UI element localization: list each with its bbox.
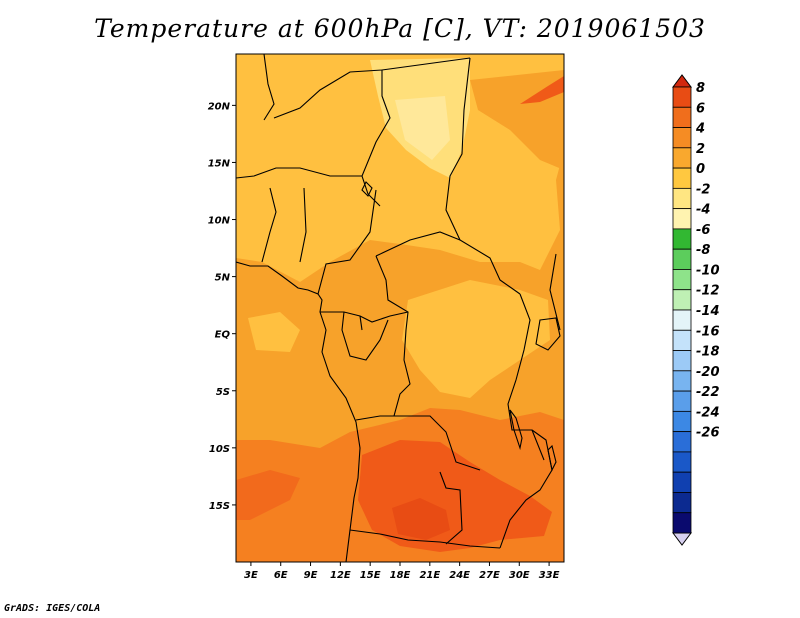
border-20 — [359, 315, 363, 331]
y-tick-label: 5S — [216, 387, 230, 398]
field-pale-yellow-2 — [395, 96, 450, 160]
border-10 — [375, 255, 409, 331]
map-boundaries — [236, 54, 561, 562]
x-tick-label: 30E — [509, 570, 530, 581]
colorbar-swatch — [672, 329, 692, 351]
lake-tanganyika — [509, 409, 523, 451]
lake-chad — [361, 181, 373, 197]
border-14 — [355, 415, 394, 421]
colorbar-label: -14 — [696, 304, 720, 319]
colorbar-swatch — [672, 106, 692, 128]
x-tick-label: 33E — [539, 570, 560, 581]
colorbar: 8 6 4 2 0 -2 -4 -6 -8 -10 -12 -14 -16 -18 -20 -22 -24 -26 — [672, 74, 720, 546]
x-tick-label: 15E — [360, 570, 381, 581]
colorbar-swatch — [672, 451, 692, 473]
field-west-light-patch — [248, 312, 300, 352]
border-15 — [349, 529, 501, 549]
lake-malawi — [547, 444, 557, 472]
y-axis: 20N 15N 10N 5N EQ 5S 10S 15S — [208, 101, 236, 512]
coastline-west — [236, 261, 361, 562]
temperature-field — [236, 54, 564, 562]
border-7 — [317, 189, 377, 295]
colorbar-label: -24 — [696, 405, 720, 420]
colorbar-label: -20 — [696, 365, 720, 380]
colorbar-swatch — [672, 350, 692, 372]
x-axis: 3E 6E 9E 12E 15E 18E 21E 24E 27E 30E 33E — [244, 562, 560, 581]
colorbar-label: -18 — [696, 345, 720, 360]
y-tick-label: 5N — [215, 273, 231, 284]
border-3 — [361, 70, 391, 207]
border-11 — [320, 311, 409, 323]
colorbar-label: -10 — [696, 263, 720, 278]
colorbar-label: -2 — [696, 182, 710, 197]
colorbar-swatch — [672, 512, 692, 534]
colorbar-swatch — [672, 86, 692, 108]
y-tick-label: EQ — [215, 330, 231, 341]
colorbar-label: 8 — [696, 81, 705, 96]
colorbar-label: -26 — [696, 426, 720, 441]
colorbar-label: 0 — [696, 162, 705, 177]
x-tick-label: 6E — [274, 570, 288, 581]
colorbar-label: -4 — [696, 203, 710, 218]
y-tick-label: 20N — [208, 101, 231, 112]
field-ne-hot — [520, 76, 564, 104]
x-tick-label: 24E — [449, 570, 470, 581]
colorbar-swatch — [672, 289, 692, 311]
y-tick-label: 15N — [208, 158, 231, 169]
colorbar-label: -8 — [696, 243, 710, 258]
colorbar-swatch — [672, 127, 692, 149]
colorbar-label: 6 — [696, 101, 705, 116]
field-southwest-hot — [236, 470, 300, 520]
x-tick-label: 12E — [330, 570, 351, 581]
border-6 — [299, 187, 307, 263]
colorbar-label: 2 — [696, 142, 705, 157]
colorbar-label: -6 — [696, 223, 710, 238]
map-title: Temperature at 600hPa [C], VT: 201906150… — [94, 14, 706, 43]
colorbar-swatch — [672, 147, 692, 169]
colorbar-top-arrow — [672, 74, 692, 88]
x-tick-label: 18E — [390, 570, 411, 581]
x-tick-label: 21E — [419, 570, 440, 581]
colorbar-swatch — [672, 390, 692, 412]
footer-credit: GrADS: IGES/COLA — [4, 603, 101, 614]
colorbar-swatch — [672, 370, 692, 392]
colorbar-label: -16 — [696, 324, 720, 339]
border-12 — [341, 311, 389, 361]
colorbar-label: -12 — [696, 284, 720, 299]
colorbar-swatch — [672, 187, 692, 210]
colorbar-swatch — [672, 269, 692, 291]
y-tick-label: 10N — [208, 216, 231, 227]
border-18 — [507, 293, 545, 461]
border-5 — [261, 187, 277, 263]
y-tick-label: 10S — [209, 444, 230, 455]
field-central-light — [402, 280, 550, 398]
colorbar-swatch — [672, 167, 692, 189]
border-19 — [549, 253, 561, 331]
colorbar-swatch — [672, 492, 692, 514]
border-8 — [445, 57, 521, 295]
colorbar-swatch — [672, 248, 692, 270]
colorbar-label: 4 — [695, 122, 705, 137]
field-south-hottest — [392, 498, 450, 540]
colorbar-swatch — [672, 471, 692, 493]
y-tick-label: 15S — [209, 501, 230, 512]
x-tick-label: 3E — [244, 570, 258, 581]
x-tick-label: 27E — [479, 570, 500, 581]
colorbar-swatch — [672, 431, 692, 453]
lake-victoria — [535, 317, 561, 351]
x-tick-label: 9E — [304, 570, 318, 581]
colorbar-swatch — [672, 208, 692, 230]
border-1 — [263, 54, 275, 121]
colorbar-label: -22 — [696, 385, 720, 400]
border-17 — [499, 429, 553, 549]
border-2 — [273, 57, 471, 119]
border-4 — [236, 167, 362, 179]
colorbar-swatch — [672, 309, 692, 331]
border-9 — [375, 231, 461, 257]
colorbar-swatch — [672, 410, 692, 433]
colorbar-swatch — [672, 228, 692, 250]
border-16 — [439, 471, 463, 545]
colorbar-bottom-arrow — [672, 532, 692, 546]
